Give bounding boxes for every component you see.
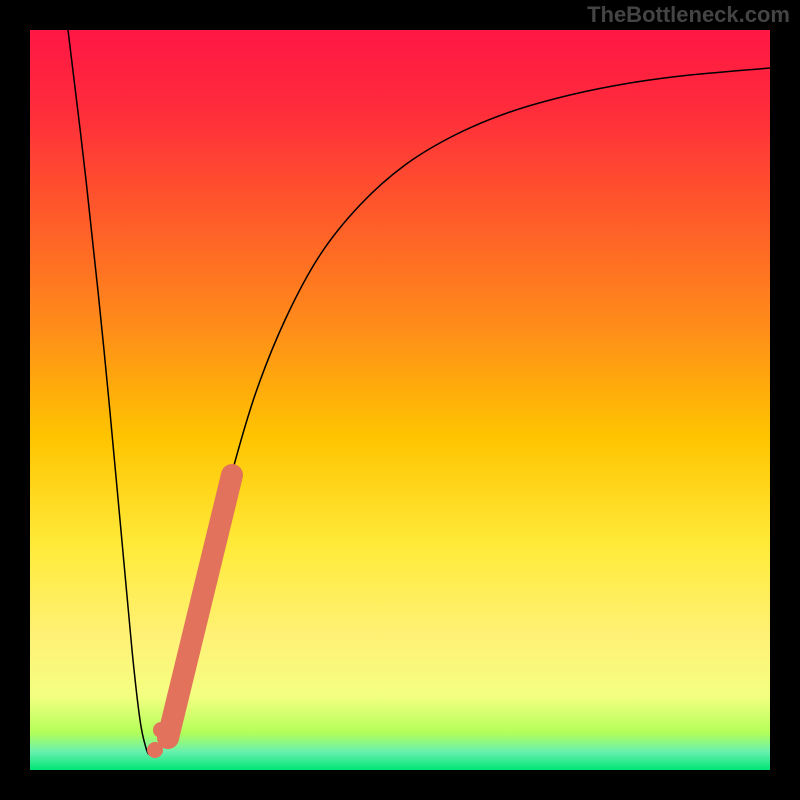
gradient-background xyxy=(30,30,770,770)
chart-svg xyxy=(30,30,770,770)
plot-area xyxy=(30,30,770,770)
chart-container: TheBottleneck.com xyxy=(0,0,800,800)
watermark-text: TheBottleneck.com xyxy=(587,2,790,28)
